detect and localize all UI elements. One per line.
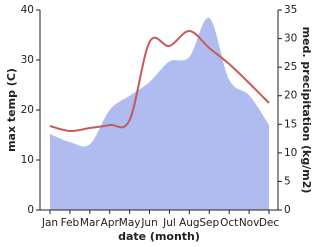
- y2-tick-label: 5: [284, 175, 291, 187]
- x-tick-label: May: [119, 217, 141, 229]
- y-tick-label: 20: [21, 104, 34, 116]
- x-tick-label: Jul: [162, 217, 176, 229]
- x-tick-label: Mar: [80, 217, 100, 229]
- x-tick-label: Sep: [199, 217, 219, 229]
- y2-axis-label: med. precipitation (kg/m2): [300, 27, 313, 194]
- x-tick-label: Oct: [220, 217, 238, 229]
- line: [49, 30, 270, 133]
- x-tick-label: Aug: [179, 217, 200, 229]
- y2-tick-label: 25: [284, 61, 297, 73]
- y-tick-label: 40: [21, 4, 34, 16]
- x-tick-label: Apr: [101, 217, 120, 229]
- y-tick-label: 0: [27, 204, 34, 216]
- y2-tick-label: 10: [284, 147, 297, 159]
- x-tick-label: Jan: [41, 217, 58, 229]
- y2-tick-label: 35: [284, 4, 297, 16]
- y-axis-label: max temp (C): [5, 68, 18, 152]
- x-tick-label: Dec: [259, 217, 280, 229]
- y-tick-label: 30: [21, 54, 34, 66]
- y-tick-label: 10: [21, 154, 34, 166]
- x-tick-label: Feb: [61, 217, 80, 229]
- x-tick-label: Jun: [140, 217, 157, 229]
- area: [50, 17, 269, 211]
- y2-tick-label: 15: [284, 118, 297, 130]
- x-tick-label: Nov: [239, 217, 260, 229]
- y2-tick-label: 30: [284, 33, 297, 45]
- x-axis-label: date (month): [118, 230, 200, 243]
- y2-tick-label: 20: [284, 90, 297, 102]
- y2-tick-label: 0: [284, 204, 291, 216]
